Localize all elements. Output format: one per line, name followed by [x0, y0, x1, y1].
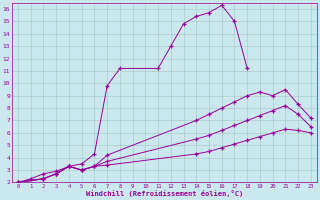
X-axis label: Windchill (Refroidissement éolien,°C): Windchill (Refroidissement éolien,°C) [86, 190, 243, 197]
